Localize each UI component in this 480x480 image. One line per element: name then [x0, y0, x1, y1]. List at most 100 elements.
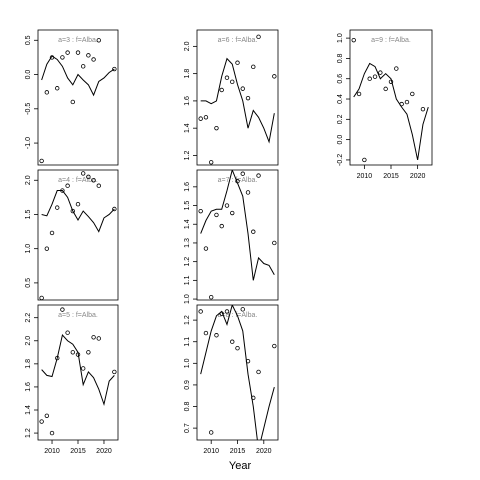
point: [240, 86, 245, 91]
y-tick-label: 0.5: [25, 35, 32, 45]
x-tick-label: 2020: [256, 448, 272, 455]
point: [219, 311, 224, 316]
panel-title: a=9 : f=Alba.: [371, 37, 411, 44]
point: [96, 336, 101, 341]
point: [272, 240, 277, 246]
point: [235, 346, 240, 351]
point: [55, 86, 60, 91]
point: [351, 37, 356, 43]
point: [60, 307, 65, 312]
point: [214, 333, 219, 338]
point: [60, 55, 65, 60]
y-tick-label: 1.6: [25, 382, 32, 392]
fit-line: [41, 55, 115, 97]
x-tick-label: 2015: [383, 173, 399, 180]
point: [251, 229, 256, 234]
point: [251, 64, 256, 70]
fit-line: [41, 190, 115, 233]
y-tick-label: 0.8: [184, 402, 191, 412]
panel: a=7 : f=Alba. 1.0 1.1 1.2 1.3 1.4 1.5 1.6: [184, 169, 279, 304]
point: [91, 178, 96, 183]
panel: a=9 : f=Alba. -0.2 0.0 0.2 0.4 0.6 0.8 1.0 2010 2…: [337, 29, 433, 180]
y-tick-label: 1.2: [25, 428, 32, 438]
point: [209, 294, 214, 300]
y-tick-label: 0.2: [337, 114, 344, 124]
panel: a=4 : f=Alba. 0.5 1.0 1.5 2.0: [25, 169, 119, 301]
panel: a=5 : f=Alba. 1.2 1.4 1.6 1.8 2.0 2.2 2010 2015 2…: [25, 304, 119, 455]
y-tick-label: 1.3: [184, 238, 191, 248]
fit-line: [200, 170, 275, 281]
point: [245, 358, 251, 364]
y-tick-label: 0.9: [184, 380, 191, 390]
fit-line: [200, 57, 275, 144]
y-tick-label: 0.0: [25, 70, 32, 80]
fit-line: [41, 333, 115, 407]
panel-title: a=5 : f=Alba.: [58, 312, 98, 319]
point: [272, 74, 277, 79]
panel-frame: [37, 29, 119, 166]
y-tick-label: 0.4: [337, 94, 344, 104]
panel-title: a=7 : f=Alba.: [218, 177, 258, 184]
point: [70, 99, 76, 105]
point: [80, 366, 86, 371]
point: [362, 157, 367, 163]
y-tick-label: 2.0: [184, 41, 191, 51]
panel-title: a=3 : f=Alba.: [58, 37, 98, 44]
point: [39, 158, 44, 164]
point: [256, 173, 261, 178]
point: [70, 208, 76, 214]
y-tick-label: 1.0: [184, 294, 191, 304]
point: [49, 230, 55, 236]
point: [214, 125, 219, 131]
panel: a=3 : f=Alba. -1.0 -0.5 0.0 0.5: [25, 29, 119, 166]
point: [235, 60, 240, 65]
y-tick-label: 1.8: [184, 69, 191, 79]
point: [80, 64, 86, 69]
y-tick-label: 1.0: [25, 244, 32, 254]
y-tick-label: -0.2: [337, 154, 344, 166]
point: [256, 369, 261, 375]
point: [383, 86, 388, 92]
point: [256, 34, 261, 40]
point: [399, 101, 404, 107]
point: [404, 99, 410, 105]
y-tick-label: 1.8: [25, 359, 32, 369]
point: [251, 395, 256, 401]
point: [240, 307, 245, 312]
x-tick-label: 2010: [203, 448, 219, 455]
fit-line: [353, 62, 429, 161]
point: [394, 66, 399, 71]
point: [80, 171, 86, 176]
point: [245, 95, 251, 101]
point: [86, 350, 91, 355]
point: [198, 309, 203, 314]
panel-frame: [37, 169, 119, 301]
point: [367, 76, 372, 81]
y-tick-label: 0.0: [337, 135, 344, 145]
point: [356, 91, 362, 97]
point: [219, 87, 224, 93]
point: [75, 50, 81, 55]
point: [86, 53, 91, 58]
y-tick-label: 1.5: [184, 201, 191, 211]
x-tick-label: 2015: [230, 448, 246, 455]
point: [44, 90, 50, 95]
y-tick-label: 1.1: [184, 337, 191, 347]
y-tick-label: 0.8: [337, 53, 344, 63]
point: [245, 190, 251, 195]
x-tick-label: 2020: [410, 173, 426, 180]
point: [44, 246, 50, 251]
point: [39, 295, 44, 301]
y-tick-label: 0.5: [25, 278, 32, 288]
y-tick-label: 1.2: [184, 315, 191, 325]
panel-frame: [37, 304, 119, 441]
y-tick-label: 2.0: [25, 175, 32, 185]
point: [230, 339, 235, 344]
y-tick-label: 2.0: [25, 336, 32, 346]
point: [378, 70, 383, 75]
y-tick-label: 1.4: [184, 219, 191, 229]
x-tick-label: 2010: [357, 173, 373, 180]
y-tick-label: 1.6: [184, 182, 191, 192]
